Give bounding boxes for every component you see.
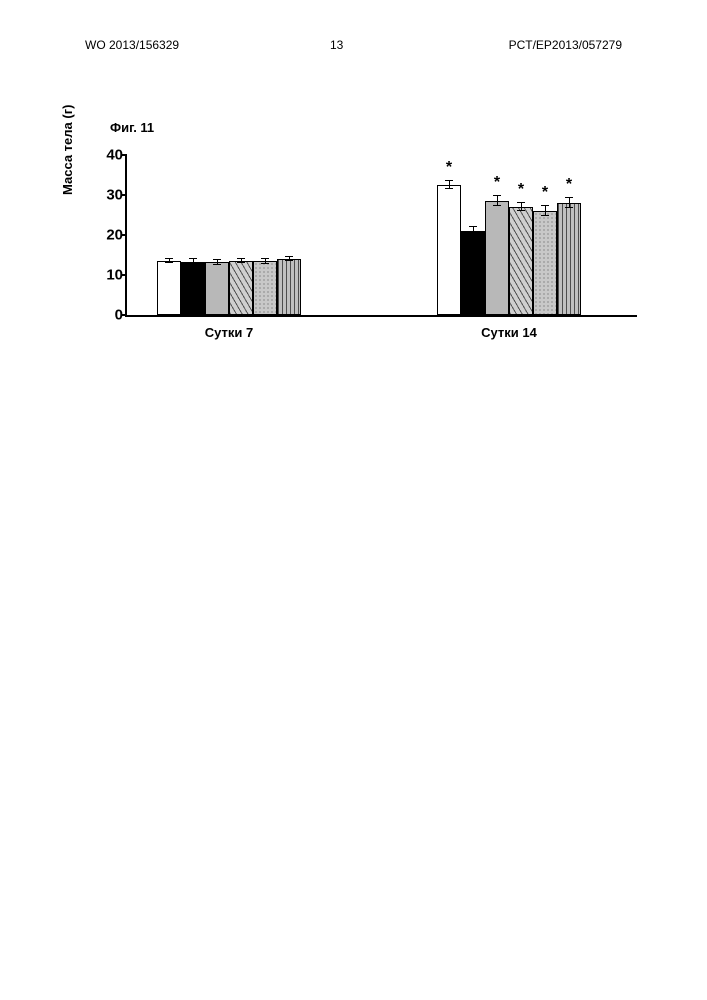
wo-number: WO 2013/156329 <box>85 38 179 52</box>
error-bar <box>449 185 450 189</box>
error-cap <box>541 205 549 206</box>
bar <box>437 185 461 315</box>
significance-star: * <box>446 159 452 177</box>
y-tick-mark <box>121 274 127 276</box>
y-tick-mark <box>121 194 127 196</box>
y-tick-mark <box>121 234 127 236</box>
bar-chart: Масса тела (г) 010203040Сутки 7*****Сутк… <box>65 155 645 385</box>
significance-star: * <box>518 181 524 199</box>
bar <box>205 262 229 315</box>
error-bar <box>241 261 242 263</box>
error-bar <box>521 207 522 211</box>
bar <box>229 261 253 315</box>
x-group-label: Сутки 14 <box>481 325 537 340</box>
error-bar <box>193 262 194 264</box>
error-bar <box>569 203 570 208</box>
error-cap <box>285 256 293 257</box>
error-cap <box>165 258 173 259</box>
bar <box>157 261 181 315</box>
bar <box>485 201 509 315</box>
error-cap <box>189 258 197 259</box>
error-bar <box>497 201 498 206</box>
page-number: 13 <box>330 38 343 52</box>
error-bar <box>545 211 546 216</box>
bar <box>509 207 533 315</box>
significance-star: * <box>494 174 500 192</box>
pct-number: PCT/EP2013/057279 <box>509 38 622 52</box>
x-group-label: Сутки 7 <box>205 325 253 340</box>
y-tick-mark <box>121 314 127 316</box>
error-cap <box>261 258 269 259</box>
bar <box>253 261 277 315</box>
error-bar <box>289 259 290 261</box>
bar <box>181 262 205 315</box>
plot-area: 010203040Сутки 7*****Сутки 14 <box>125 155 637 317</box>
figure-label: Фиг. 11 <box>110 120 154 135</box>
significance-star: * <box>542 184 548 202</box>
error-cap <box>493 195 501 196</box>
error-bar <box>473 231 474 235</box>
error-cap <box>213 259 221 260</box>
bar <box>533 211 557 315</box>
error-bar <box>169 261 170 263</box>
error-bar <box>265 261 266 263</box>
significance-star: * <box>566 176 572 194</box>
y-tick-mark <box>121 154 127 156</box>
error-cap <box>469 226 477 227</box>
bar <box>461 231 485 315</box>
y-axis-label: Масса тела (г) <box>60 105 75 195</box>
error-cap <box>565 197 573 198</box>
bar <box>277 259 301 315</box>
error-cap <box>445 180 453 181</box>
bar <box>557 203 581 315</box>
error-cap <box>237 258 245 259</box>
error-cap <box>517 202 525 203</box>
error-bar <box>217 262 218 264</box>
